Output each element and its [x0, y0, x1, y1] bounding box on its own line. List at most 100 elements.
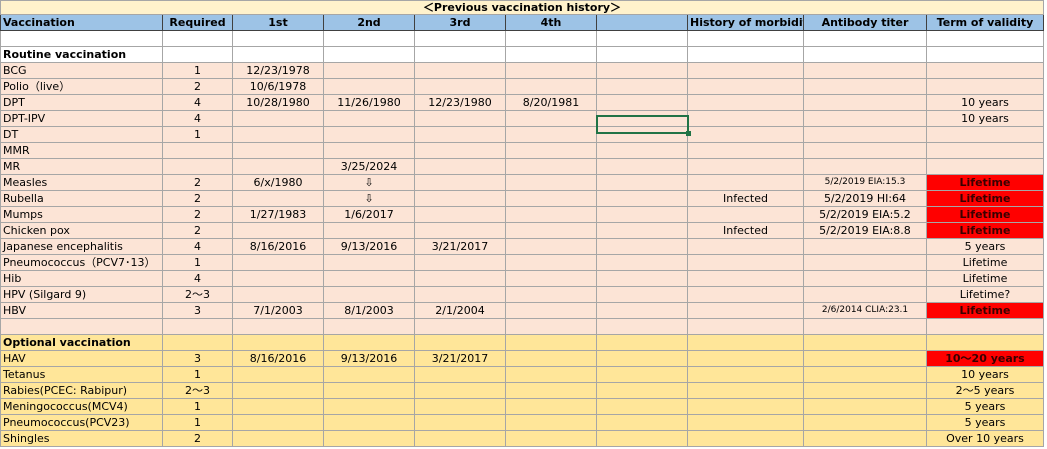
cell	[414, 174, 506, 191]
cell: Lifetime?	[926, 286, 1044, 303]
cell: 10 years	[926, 94, 1044, 111]
cell	[232, 270, 324, 287]
section-row: Optional vaccination	[0, 334, 1044, 351]
cell: 4	[162, 94, 233, 111]
cell: Lifetime	[926, 254, 1044, 271]
cell	[596, 110, 688, 127]
cell	[803, 62, 927, 79]
cell: 2	[162, 174, 233, 191]
cell: 12/23/1978	[232, 62, 324, 79]
cell	[687, 46, 804, 63]
cell: 4	[162, 270, 233, 287]
cell	[596, 30, 688, 47]
data-row: HPV (Silgard 9) 2～3 Lifetime?	[0, 286, 1044, 303]
data-row: Rubella 2 ⇩ Infected 5/2/2019 HI:64 Lifetime	[0, 190, 1044, 207]
cell	[505, 302, 597, 319]
cell	[505, 350, 597, 367]
data-row: Tetanus 1 10 years	[0, 366, 1044, 383]
cell: 4	[162, 110, 233, 127]
cell: Mumps	[0, 206, 163, 223]
data-row: MMR	[0, 142, 1044, 159]
data-row: DPT 4 10/28/1980 11/26/1980 12/23/1980 8/20/1…	[0, 94, 1044, 111]
cell	[596, 78, 688, 95]
cell	[596, 238, 688, 255]
cell	[323, 334, 415, 351]
cell	[596, 222, 688, 239]
cell: 10 years	[926, 366, 1044, 383]
data-row	[0, 318, 1044, 335]
cell: 3	[162, 350, 233, 367]
cell	[505, 110, 597, 127]
data-row: MR 3/25/2024	[0, 158, 1044, 175]
cell: 3/21/2017	[414, 350, 506, 367]
cell: 12/23/1980	[414, 94, 506, 111]
cell: Tetanus	[0, 366, 163, 383]
column-header: 3rd	[414, 14, 506, 31]
column-header: 1st	[232, 14, 324, 31]
cell: Lifetime	[926, 270, 1044, 287]
cell: 8/16/2016	[232, 350, 324, 367]
cell	[232, 254, 324, 271]
cell: 10 years	[926, 110, 1044, 127]
cell: 3/21/2017	[414, 238, 506, 255]
cell: 5/2/2019 HI:64	[803, 190, 927, 207]
cell	[687, 398, 804, 415]
cell	[803, 334, 927, 351]
cell: Lifetime	[926, 222, 1044, 239]
cell: 2	[162, 190, 233, 207]
cell: 11/26/1980	[323, 94, 415, 111]
cell: ⇩	[323, 174, 415, 191]
cell	[505, 430, 597, 447]
cell	[505, 334, 597, 351]
cell: Hib	[0, 270, 163, 287]
cell: 5/2/2019 EIA:15.3	[803, 174, 927, 191]
cell	[803, 286, 927, 303]
cell: 9/13/2016	[323, 350, 415, 367]
cell	[414, 382, 506, 399]
title-row: ＜Previous vaccination history＞	[0, 0, 1044, 15]
cell	[414, 110, 506, 127]
column-header: Term of validity	[926, 14, 1044, 31]
cell	[323, 62, 415, 79]
cell: 2	[162, 206, 233, 223]
cell: DPT-IPV	[0, 110, 163, 127]
cell	[803, 30, 927, 47]
cell: HAV	[0, 350, 163, 367]
cell	[596, 206, 688, 223]
cell: 10/6/1978	[232, 78, 324, 95]
cell	[687, 302, 804, 319]
cell	[414, 222, 506, 239]
cell: 10～20 years	[926, 350, 1044, 367]
cell: 1	[162, 366, 233, 383]
cell	[232, 366, 324, 383]
cell	[505, 398, 597, 415]
cell	[232, 110, 324, 127]
cell	[596, 382, 688, 399]
cell	[803, 142, 927, 159]
data-row: Pneumococcus(PCV23) 1 5 years	[0, 414, 1044, 431]
column-header: Vaccination	[0, 14, 163, 31]
cell	[505, 222, 597, 239]
data-row: DT 1	[0, 126, 1044, 143]
cell	[596, 414, 688, 431]
cell	[414, 254, 506, 271]
cell	[505, 270, 597, 287]
cell	[803, 110, 927, 127]
cell: 2～3	[162, 382, 233, 399]
cell	[0, 318, 163, 335]
cell	[323, 414, 415, 431]
cell	[687, 94, 804, 111]
cell	[232, 126, 324, 143]
cell	[687, 206, 804, 223]
cell	[323, 78, 415, 95]
cell: Lifetime	[926, 206, 1044, 223]
cell	[687, 78, 804, 95]
cell	[926, 334, 1044, 351]
cell	[414, 78, 506, 95]
data-row: Shingles 2 Over 10 years	[0, 430, 1044, 447]
cell	[687, 270, 804, 287]
cell	[803, 318, 927, 335]
cell	[596, 126, 688, 143]
